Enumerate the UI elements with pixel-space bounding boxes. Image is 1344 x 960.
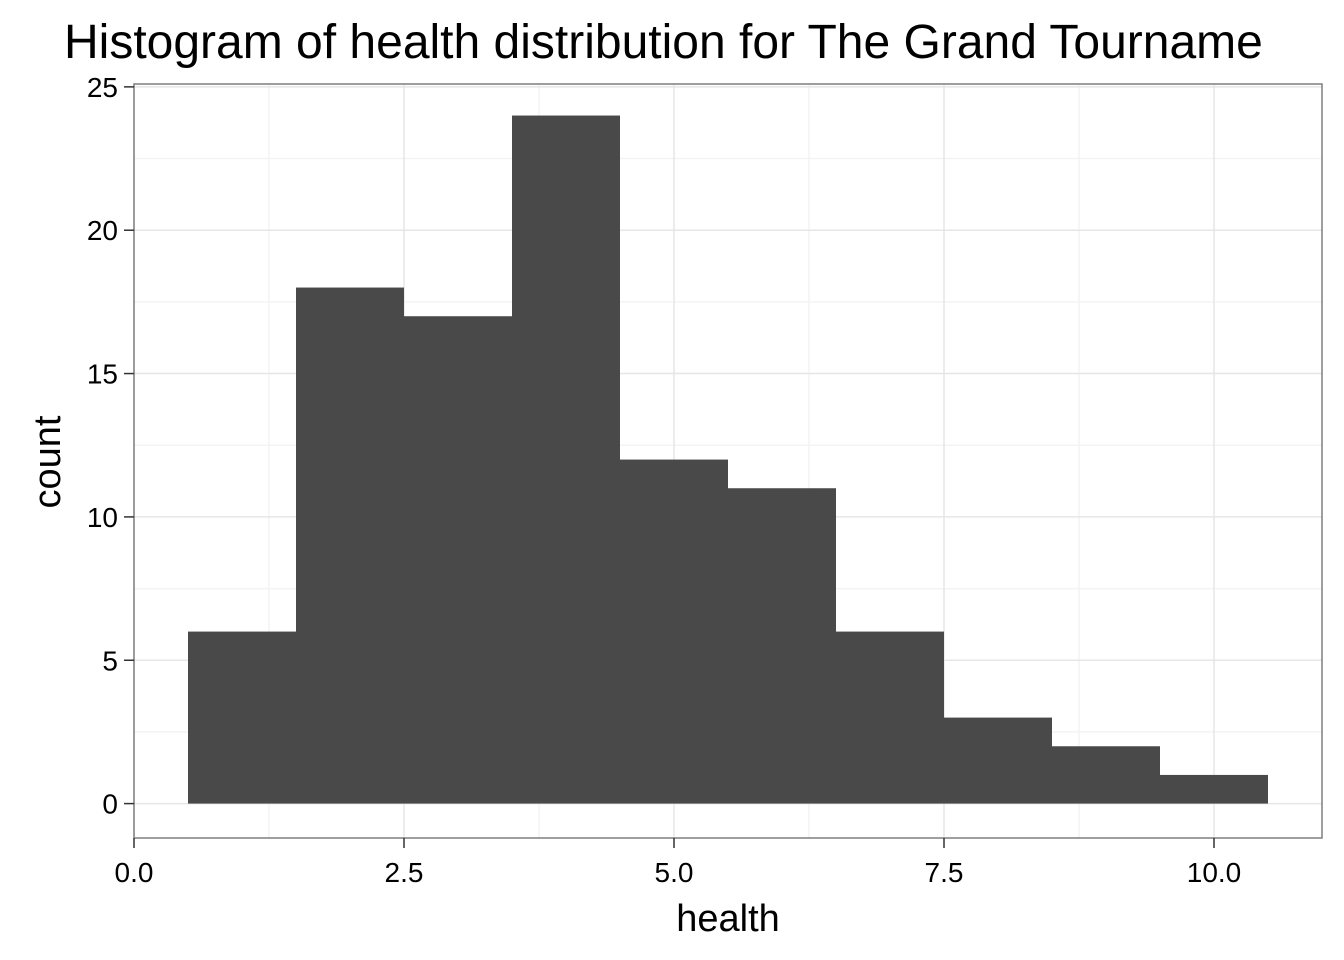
panel-border <box>133 83 1323 839</box>
x-axis: 0.0 2.5 5.0 7.5 10.0 <box>115 838 1242 888</box>
x-axis-title: health <box>676 898 780 940</box>
x-tick-label: 7.5 <box>925 857 964 888</box>
histogram-bar <box>944 717 1052 804</box>
histogram-bar <box>512 115 620 804</box>
histogram-bar <box>1160 774 1268 804</box>
bars <box>188 115 1268 804</box>
y-tick-label: 5 <box>102 645 118 676</box>
x-tick-label: 0.0 <box>115 857 154 888</box>
histogram-bar <box>404 316 512 804</box>
histogram-bar <box>296 287 404 804</box>
x-tick-label: 2.5 <box>385 857 424 888</box>
y-tick-label: 25 <box>87 72 118 103</box>
histogram-bar <box>836 631 944 804</box>
y-tick-label: 20 <box>87 215 118 246</box>
chart-title: Histogram of health distribution for The… <box>64 16 1263 69</box>
y-tick-label: 0 <box>102 789 118 820</box>
y-axis-title: count <box>27 415 69 508</box>
histogram-bar <box>620 459 728 804</box>
y-tick-label: 10 <box>87 502 118 533</box>
histogram-bar <box>188 631 296 804</box>
y-tick-label: 15 <box>87 359 118 390</box>
x-tick-label: 5.0 <box>655 857 694 888</box>
histogram-bar <box>728 488 836 804</box>
histogram-bar <box>1052 746 1160 804</box>
y-axis: 0 5 10 15 20 25 <box>87 72 134 820</box>
x-tick-label: 10.0 <box>1187 857 1242 888</box>
